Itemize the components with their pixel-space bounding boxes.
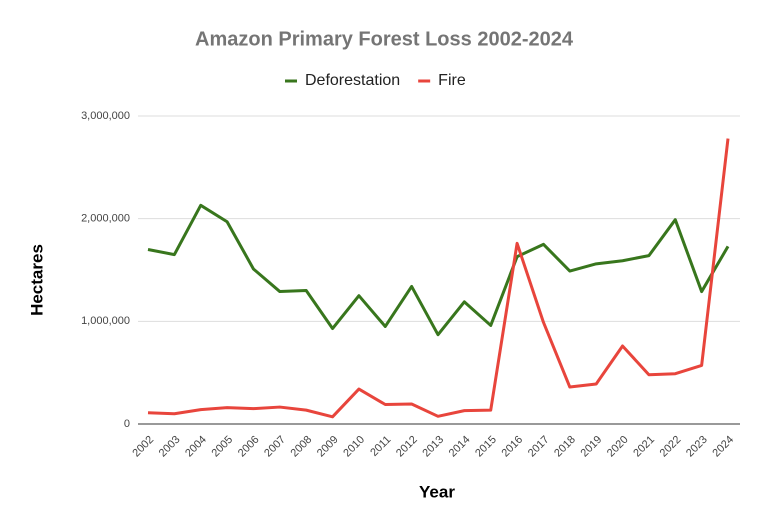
x-tick-label: 2023 [684,434,710,460]
x-tick-label: 2015 [473,434,499,460]
series-line [147,203,730,337]
x-tick-label: 2021 [631,434,657,460]
x-tick-label: 2019 [579,434,605,460]
x-tick-label: 2013 [420,434,446,460]
x-tick-label: 2008 [289,434,315,460]
y-axis-label: Hectares [27,244,46,316]
series-line [147,138,730,419]
x-tick-label: 2007 [262,434,288,460]
x-tick-label: 2003 [157,434,183,460]
x-tick-label: 2014 [447,434,473,460]
legend-label: Deforestation [305,72,400,89]
x-tick-label: 2006 [236,434,262,460]
legend-label: Fire [438,72,466,89]
x-tick-label: 2010 [341,434,367,460]
x-tick-label: 2024 [710,434,736,460]
y-tick-label: 0 [124,418,130,430]
x-tick-label: 2005 [209,434,235,460]
y-tick-label: 2,000,000 [81,213,130,225]
x-tick-label: 2017 [526,434,552,460]
chart-title: Amazon Primary Forest Loss 2002-2024 [195,28,574,50]
y-tick-label: 3,000,000 [81,110,130,122]
x-tick-label: 2020 [605,434,631,460]
x-tick-label: 2004 [183,434,209,460]
x-tick-label: 2011 [368,434,393,459]
x-tick-label: 2022 [658,434,684,460]
x-tick-label: 2018 [552,434,578,460]
x-tick-label: 2016 [499,434,525,460]
y-tick-label: 1,000,000 [81,315,130,327]
x-axis-label: Year [419,482,455,501]
x-tick-label: 2002 [130,434,156,460]
x-tick-label: 2012 [394,434,420,460]
x-tick-label: 2009 [315,434,341,460]
